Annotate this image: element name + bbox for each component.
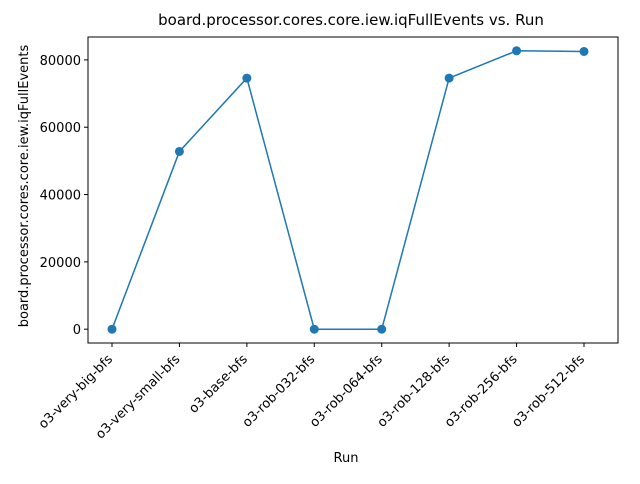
data-point-marker (174, 146, 184, 156)
data-point-marker (579, 46, 589, 56)
x-tick-label: o3-base-bfs (186, 352, 251, 417)
x-tick-label: o3-rob-032-bfs (240, 352, 319, 431)
y-tick-label: 0 (73, 323, 81, 338)
data-point-marker (377, 324, 387, 334)
y-axis-ticks: 0 20000 40000 60000 80000 (40, 54, 88, 338)
y-axis-title: board.processor.cores.core.iew.iqFullEve… (17, 45, 32, 328)
data-point-marker (242, 73, 252, 83)
data-point-marker (309, 324, 319, 334)
x-tick-label: o3-rob-128-bfs (375, 352, 454, 431)
series-line (111, 50, 585, 330)
y-tick-label: 60000 (40, 121, 81, 136)
x-axis-title: Run (334, 451, 359, 466)
data-point-marker (107, 324, 117, 334)
plot-frame (87, 36, 619, 344)
x-tick-label: o3-rob-512-bfs (510, 352, 589, 431)
x-tick-label: o3-rob-256-bfs (442, 352, 521, 431)
series-layer (107, 46, 589, 334)
data-point-marker (444, 73, 454, 83)
chart-title: board.processor.cores.core.iew.iqFullEve… (158, 11, 544, 29)
x-tick-label: o3-rob-064-bfs (307, 352, 386, 431)
y-tick-label: 40000 (40, 189, 81, 204)
y-tick-label: 20000 (40, 256, 81, 271)
y-tick-label: 80000 (40, 54, 81, 69)
data-point-marker (512, 46, 522, 56)
